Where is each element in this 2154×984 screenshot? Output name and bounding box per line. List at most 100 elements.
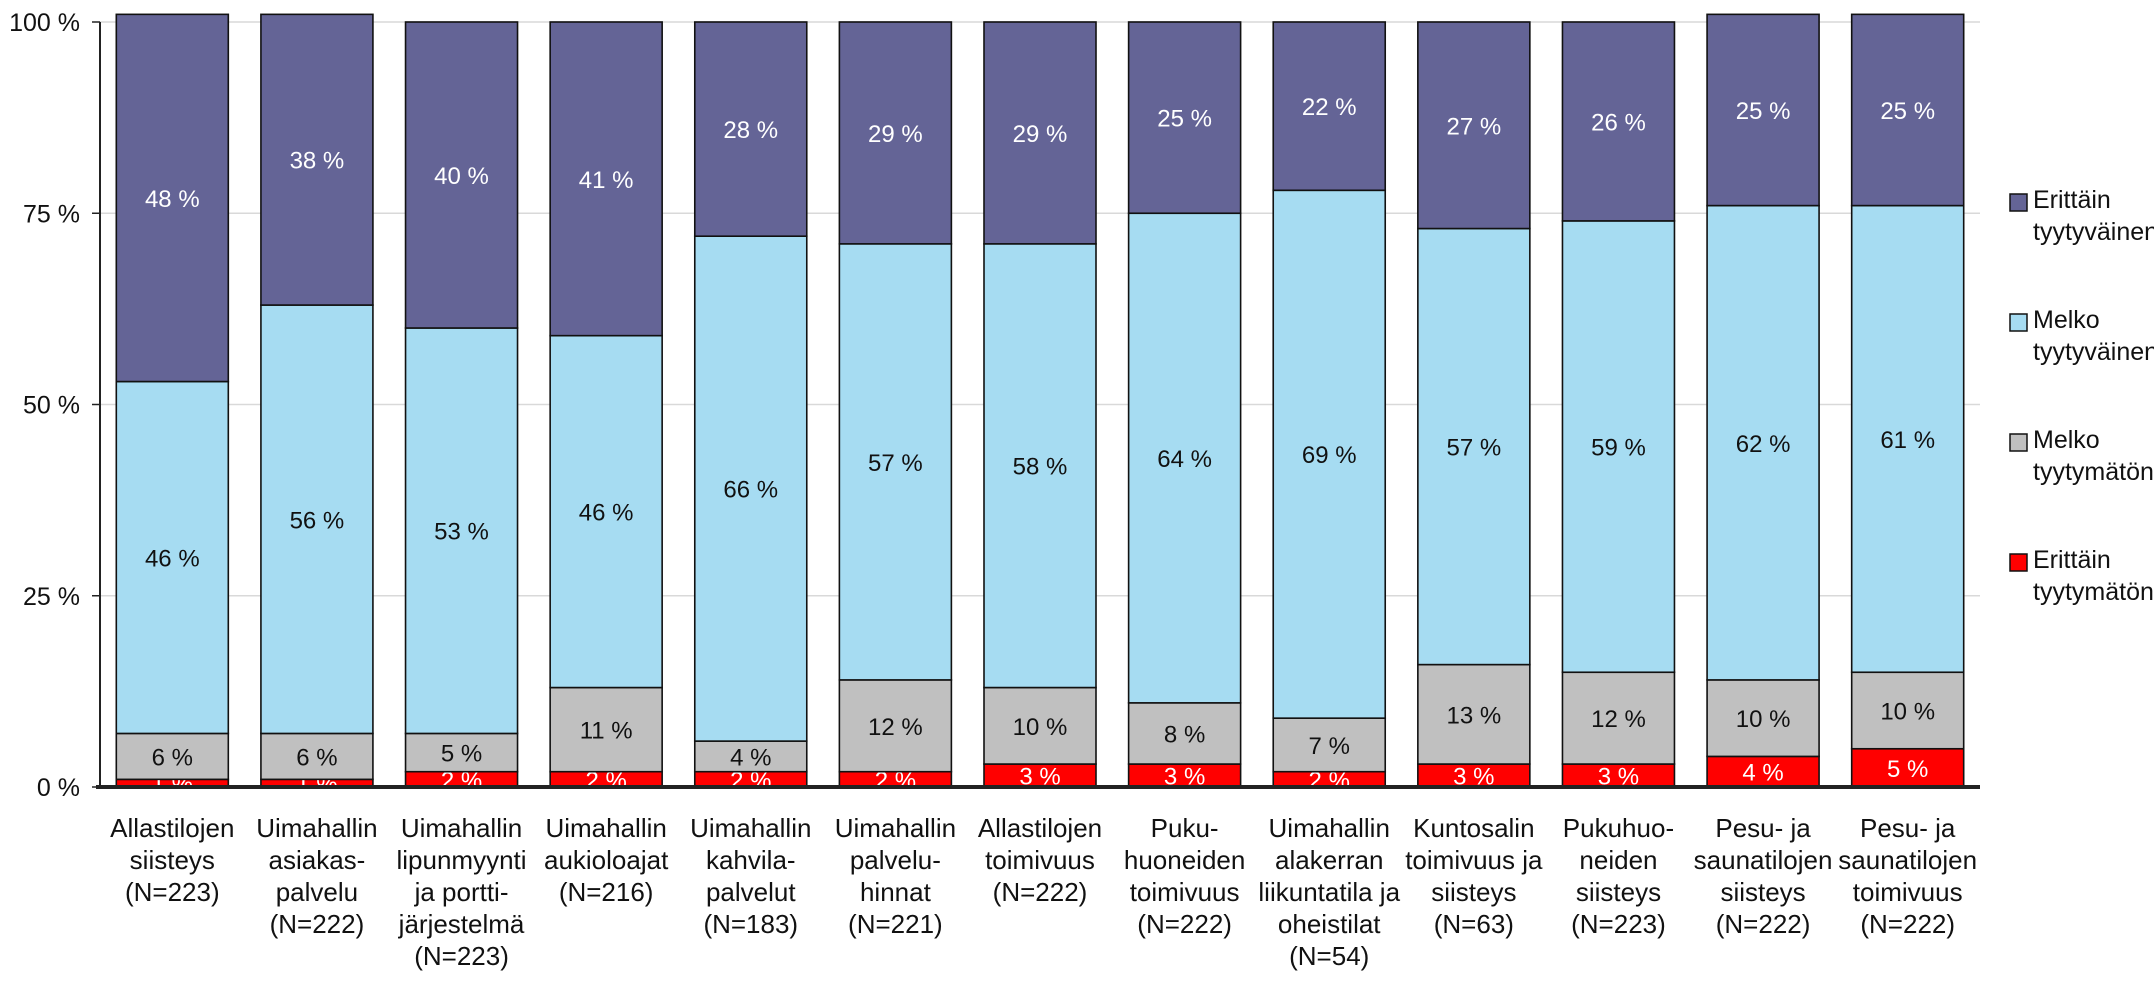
- bar-segment: [838, 21, 953, 245]
- data-label: 25 %: [1736, 98, 1791, 125]
- legend-label: Erittäin tyytyväinen: [2033, 186, 2154, 246]
- data-label: 10 %: [1880, 699, 1935, 726]
- x-tick-label-line: (N=223): [125, 877, 220, 907]
- legend-label: Erittäin tyytymätön: [2033, 546, 2154, 606]
- data-label: 61 %: [1880, 427, 1935, 454]
- x-tick-label: Uimahallin alakerran liikuntatila ja oheist…: [1258, 813, 1400, 971]
- data-label: 57 %: [868, 450, 923, 477]
- bar-segment: [1417, 21, 1531, 230]
- bar-segment: [1706, 13, 1820, 207]
- data-label: 69 %: [1302, 442, 1357, 469]
- x-tick-label-line: Uimahallin: [690, 813, 811, 843]
- x-tick-label-line: Uimahallin: [401, 813, 522, 843]
- data-label: 57 %: [1446, 435, 1501, 462]
- bar-stacks: 1 %6 %46 %48 %1 %6 %56 %38 %2 %5 %53 %40…: [115, 13, 1965, 798]
- legend-label: Melko tyytymätön: [2033, 426, 2154, 486]
- data-label: 12 %: [1591, 706, 1646, 733]
- y-tick-label: 25 %: [23, 583, 80, 611]
- x-tick-label: Allastilojen siisteys (N=223): [110, 813, 234, 907]
- data-label: 56 %: [290, 507, 345, 534]
- data-label: 5 %: [1887, 756, 1928, 783]
- data-label: 6 %: [296, 744, 337, 771]
- x-tick-label-line: Puku-: [1151, 813, 1219, 843]
- data-label: 41 %: [579, 167, 634, 194]
- x-tick-label-line: Uimahallin: [835, 813, 956, 843]
- bar-segment: [1850, 671, 1965, 750]
- x-tick-label-line: huoneiden: [1124, 845, 1245, 875]
- y-tick-label: 100 %: [9, 9, 80, 37]
- bar-segment: [1706, 679, 1820, 758]
- bar-segment: [1561, 21, 1676, 222]
- x-tick-label-line: Pukuhuo-: [1563, 813, 1674, 843]
- legend-label-line: tyytyväinen: [2033, 218, 2154, 246]
- data-label: 38 %: [290, 148, 345, 175]
- x-tick-label: Uimahallin kahvila-palvelut (N=183): [690, 813, 811, 939]
- x-tick-label-line: järjestelmä: [398, 909, 525, 939]
- x-tick-label-line: Pesu- ja: [1715, 813, 1811, 843]
- data-label: 27 %: [1446, 113, 1501, 140]
- bar-segment: [1272, 189, 1387, 719]
- x-tick-label-line: neiden: [1579, 845, 1657, 875]
- bar-segment: [549, 21, 663, 337]
- x-tick-label-line: (N=221): [848, 909, 943, 939]
- x-tick-label: Uimahallin aukioloajat (N=216): [544, 813, 669, 907]
- data-label: 64 %: [1157, 446, 1212, 473]
- y-tick-label: 0 %: [37, 774, 80, 802]
- data-label: 4 %: [730, 744, 771, 771]
- x-tick-label-line: palvelu: [276, 877, 358, 907]
- x-tick-label-line: ja portti-: [414, 877, 509, 907]
- x-axis-category-labels: Allastilojen siisteys (N=223)Uimahallin asi…: [110, 813, 1977, 971]
- data-label: 6 %: [152, 744, 193, 771]
- data-label: 29 %: [1013, 121, 1068, 148]
- bar-segment: [983, 686, 1097, 765]
- x-tick-label-line: aukioloajat: [544, 845, 669, 875]
- x-tick-label-line: toimivuus: [1853, 877, 1963, 907]
- legend-label-line: tyytyväinen: [2033, 338, 2154, 366]
- x-tick-label: Allastilojen toimivuus (N=222): [978, 813, 1102, 907]
- bar-segment: [404, 21, 519, 329]
- data-label: 8 %: [1164, 721, 1205, 748]
- legend-label-line: Erittäin: [2033, 186, 2111, 214]
- bar-segment: [115, 13, 230, 383]
- legend-swatch: [2009, 553, 2028, 572]
- legend-label: Melko tyytyväinen: [2033, 306, 2154, 366]
- x-tick-label-line: siisteys: [1576, 877, 1661, 907]
- data-label: 29 %: [868, 121, 923, 148]
- x-tick-label-line: saunatilojen: [1694, 845, 1833, 875]
- x-tick-label-line: siisteys: [1431, 877, 1516, 907]
- x-tick-label-line: saunatilojen: [1838, 845, 1977, 875]
- x-tick-label-line: hinnat: [860, 877, 932, 907]
- bar-segment: [260, 304, 374, 735]
- bar-segment: [404, 327, 519, 735]
- x-tick-label-line: (N=222): [993, 877, 1088, 907]
- bar-segment: [1706, 204, 1820, 681]
- data-label: 62 %: [1736, 431, 1791, 458]
- x-tick-label-line: (N=183): [703, 909, 798, 939]
- x-tick-label-line: palvelu-: [850, 845, 941, 875]
- bar-segment: [1561, 220, 1676, 674]
- x-tick-label: Uimahallin lipunmyynti ja portti-järjestel…: [397, 813, 527, 971]
- legend-swatch: [2009, 313, 2028, 332]
- x-tick-label-line: liikuntatila ja: [1258, 877, 1400, 907]
- x-tick-label: Uimahallin palvelu-hinnat (N=221): [835, 813, 956, 939]
- bar-segment: [1127, 702, 1242, 765]
- x-tick-label-line: alakerran: [1275, 845, 1383, 875]
- legend-label-line: Melko: [2033, 426, 2100, 454]
- x-tick-label: Puku-huoneiden toimivuus (N=222): [1124, 813, 1245, 939]
- data-label: 66 %: [723, 477, 778, 504]
- x-tick-label-line: asiakas-: [269, 845, 366, 875]
- bar-segment: [983, 243, 1097, 689]
- x-tick-label-line: kahvila-: [706, 845, 796, 875]
- bar-segment: [115, 380, 230, 735]
- legend-swatch: [2009, 193, 2028, 212]
- data-label: 22 %: [1302, 94, 1357, 121]
- data-label: 13 %: [1446, 702, 1501, 729]
- legend-label-line: Erittäin: [2033, 546, 2111, 574]
- data-label: 58 %: [1013, 454, 1068, 481]
- data-label: 46 %: [145, 546, 200, 573]
- x-tick-label-line: Uimahallin: [545, 813, 666, 843]
- x-tick-label-line: (N=222): [1137, 909, 1232, 939]
- x-tick-label-line: Allastilojen: [978, 813, 1102, 843]
- data-label: 11 %: [580, 718, 633, 745]
